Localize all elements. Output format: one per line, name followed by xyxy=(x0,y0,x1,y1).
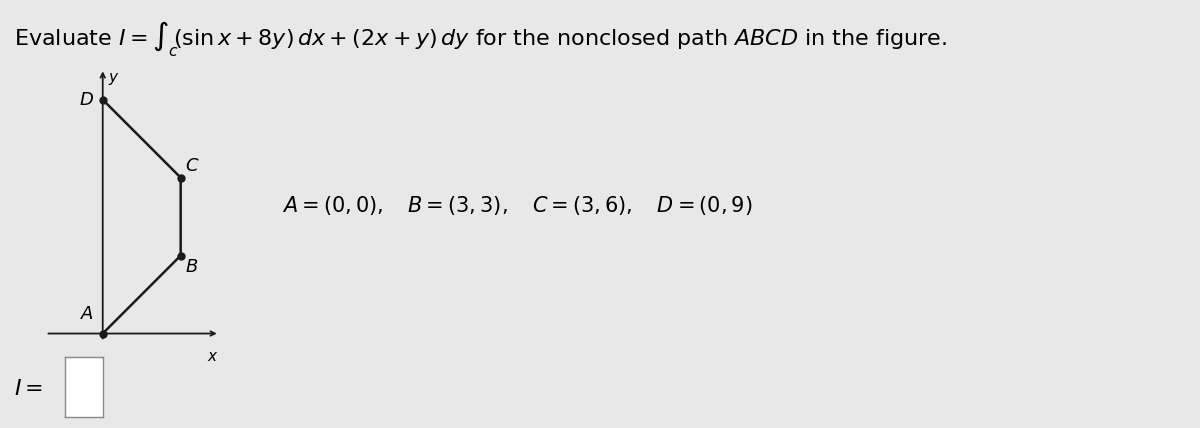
Text: $B$: $B$ xyxy=(185,258,198,276)
Text: Evaluate $I = \int_c\!(\sin x + 8y)\,dx + (2x + y)\,dy$ for the nonclosed path $: Evaluate $I = \int_c\!(\sin x + 8y)\,dx … xyxy=(14,19,948,59)
Text: $I =$: $I =$ xyxy=(14,380,43,399)
Text: $y$: $y$ xyxy=(108,71,120,87)
Text: $x$: $x$ xyxy=(206,349,218,364)
Text: $A = (0,0),\quad B = (3,3),\quad C = (3,6),\quad D = (0,9)$: $A = (0,0),\quad B = (3,3),\quad C = (3,… xyxy=(282,194,752,217)
Text: $A$: $A$ xyxy=(79,305,94,323)
Text: $D$: $D$ xyxy=(79,91,94,109)
Text: $C$: $C$ xyxy=(185,157,199,175)
